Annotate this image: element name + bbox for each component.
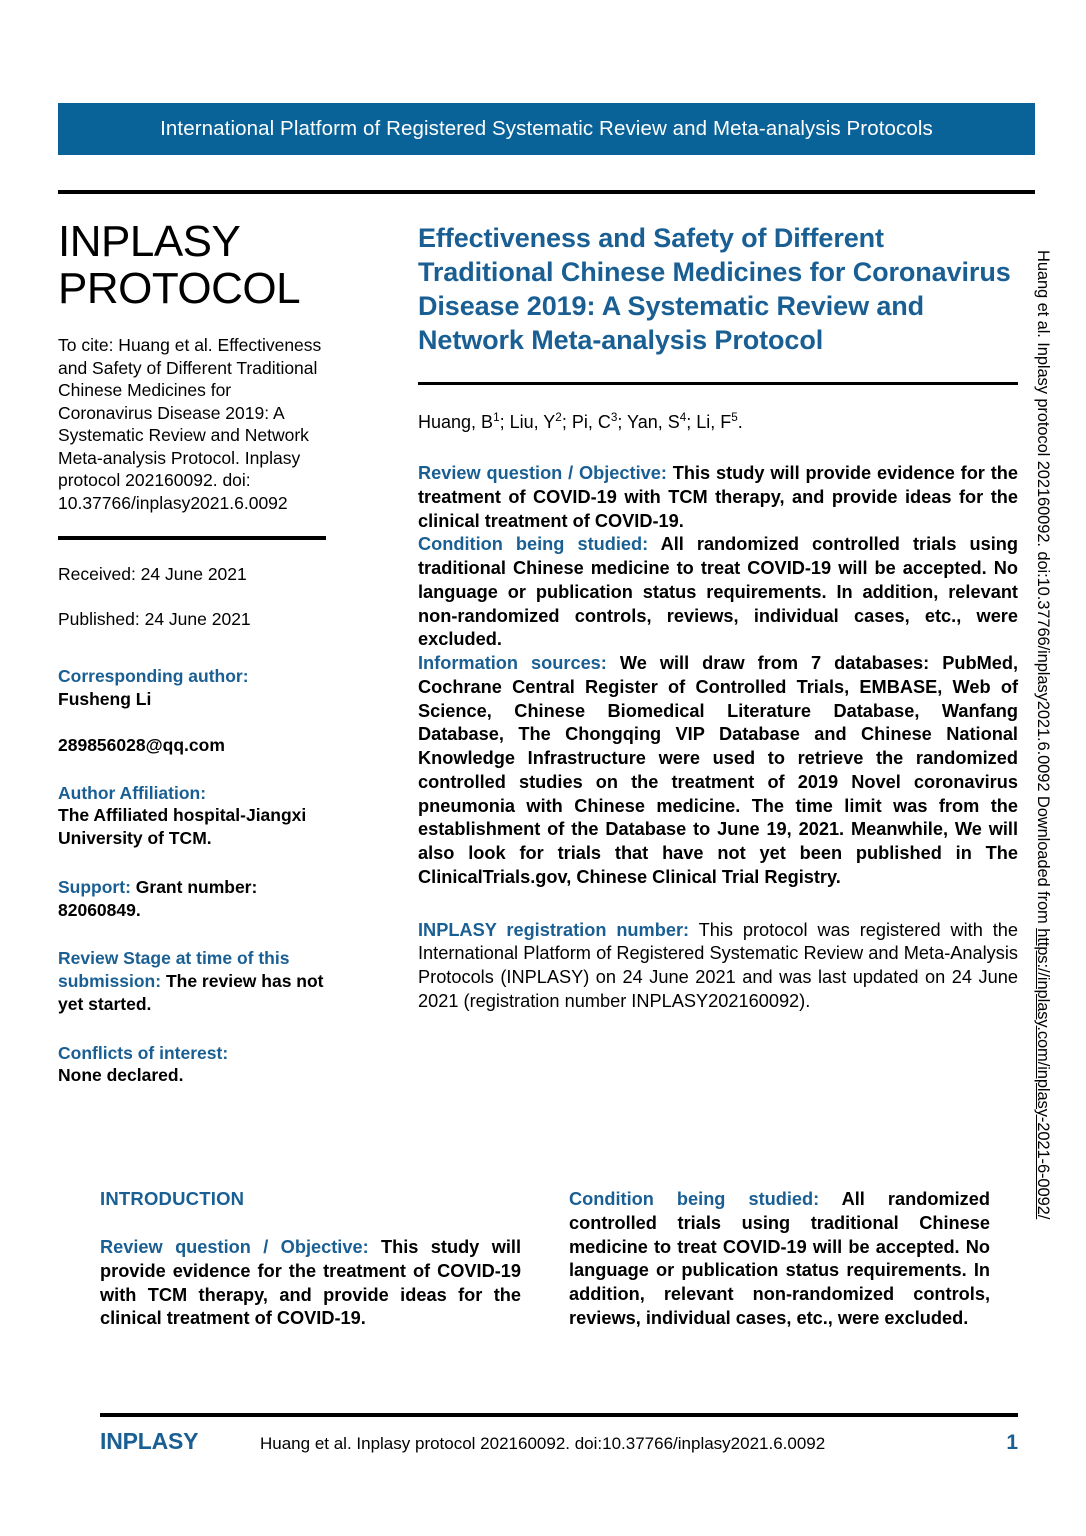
registration-label: INPLASY registration number: (418, 919, 690, 940)
brand-line-1: INPLASY (58, 217, 241, 266)
review-stage-label: Review Stage at time of this submission: (58, 948, 290, 992)
author-affiliation-value: The Affiliated hospital-Jiangxi Universi… (58, 805, 307, 849)
vertical-download-stamp: Huang et al. Inplasy protocol 202160092.… (1026, 250, 1060, 1390)
support-block: Support: Grant number: 82060849. (58, 876, 330, 922)
abstract-label-condition-studied: Condition being studied: (418, 534, 649, 555)
introduction-heading: INTRODUCTION (100, 1188, 245, 1209)
introduction-condition-studied-paragraph: Condition being studied: All randomized … (569, 1188, 990, 1331)
conflicts-of-interest-block: Conflicts of interest: None declared. (58, 1042, 330, 1088)
bottom-right-column: Condition being studied: All randomized … (569, 1188, 990, 1331)
corresponding-author-label: Corresponding author: (58, 666, 249, 687)
footer-page-number: 1 (1006, 1431, 1018, 1454)
support-value: Grant number: 82060849. (58, 876, 258, 920)
author-list-text: Huang, B1; Liu, Y2; Pi, C3; Yan, S4; Li,… (418, 411, 743, 432)
introduction-review-question-text: This study will provide evidence for the… (100, 1237, 521, 1329)
corresponding-author-name: Fusheng Li (58, 688, 152, 709)
footer-brand: INPLASY (100, 1428, 199, 1454)
main-content-column: Effectiveness and Safety of Different Tr… (418, 222, 1018, 1014)
corresponding-author-email[interactable]: 289856028@qq.com (58, 734, 225, 755)
abstract-label-review-question: Review question / Objective: (418, 463, 667, 483)
published-date: Published: 24 June 2021 (58, 609, 251, 630)
vertical-download-stamp-text: Huang et al. Inplasy protocol 202160092.… (1033, 250, 1052, 1219)
page-title: Effectiveness and Safety of Different Tr… (418, 223, 1011, 355)
abstract-paragraph-information-sources: Information sources: We will draw from 7… (418, 652, 1018, 890)
left-metadata-column: INPLASY PROTOCOL To cite: Huang et al. E… (58, 218, 330, 1087)
introduction-review-question-paragraph: Review question / Objective: This study … (100, 1236, 521, 1331)
vertical-stamp-url[interactable]: https://inplasy.com/inplasy-2021-6-0092/ (1034, 928, 1052, 1220)
bottom-two-column-section: INTRODUCTION Review question / Objective… (100, 1188, 990, 1331)
support-label: Support: (58, 876, 131, 897)
abstract-text-review-question: This study will provide evidence for the… (418, 463, 1018, 531)
author-affiliation-block: Author Affiliation: The Affiliated hospi… (58, 782, 330, 850)
author-affiliation-label: Author Affiliation: (58, 782, 207, 803)
abstract-text-condition-studied: All randomized controlled trials using t… (418, 534, 1018, 650)
left-column-divider-rule (58, 536, 326, 540)
brand-line-2: PROTOCOL (58, 264, 301, 314)
header-banner-text: International Platform of Registered Sys… (160, 117, 933, 140)
received-date: Received: 24 June 2021 (58, 563, 247, 584)
footer-divider-rule (100, 1413, 1018, 1417)
introduction-condition-studied-label: Condition being studied: (569, 1189, 820, 1209)
footer-citation: Huang et al. Inplasy protocol 202160092.… (260, 1434, 826, 1453)
abstract-text-information-sources: We will draw from 7 databases: PubMed, C… (418, 653, 1018, 887)
bottom-left-column: INTRODUCTION Review question / Objective… (100, 1188, 521, 1331)
citation-block: To cite: Huang et al. Effectiveness and … (58, 335, 322, 513)
registration-paragraph: INPLASY registration number: This protoc… (418, 919, 1018, 1014)
abstract-label-information-sources: Information sources: (418, 653, 607, 673)
registration-text: This protocol was registered with the In… (418, 919, 1018, 1011)
inplasy-protocol-logotype: INPLASY PROTOCOL (58, 218, 330, 312)
conflicts-of-interest-label: Conflicts of interest: (58, 1042, 229, 1063)
abstract-paragraph-condition-studied: Condition being studied: All randomized … (418, 533, 1018, 652)
vertical-stamp-prefix: Huang et al. Inplasy protocol 202160092.… (1034, 250, 1052, 929)
page-footer: INPLASY Huang et al. Inplasy protocol 20… (100, 1428, 1018, 1455)
abstract-paragraph-review-question: Review question / Objective: This study … (418, 462, 1018, 533)
author-list: Huang, B1; Liu, Y2; Pi, C3; Yan, S4; Li,… (418, 411, 1018, 433)
conflicts-of-interest-value: None declared. (58, 1065, 184, 1086)
introduction-condition-studied-text: All randomized controlled trials using t… (569, 1189, 990, 1328)
abstract-block: Review question / Objective: This study … (418, 462, 1018, 890)
review-stage-block: Review Stage at time of this submission:… (58, 947, 330, 1015)
title-divider-rule (418, 381, 1018, 385)
header-banner: International Platform of Registered Sys… (58, 103, 1035, 155)
introduction-review-question-label: Review question / Objective: (100, 1237, 369, 1257)
corresponding-author-block: Corresponding author: Fusheng Li (58, 665, 330, 711)
header-divider-rule (58, 190, 1035, 194)
review-stage-value: The review has not yet started. (58, 971, 324, 1014)
